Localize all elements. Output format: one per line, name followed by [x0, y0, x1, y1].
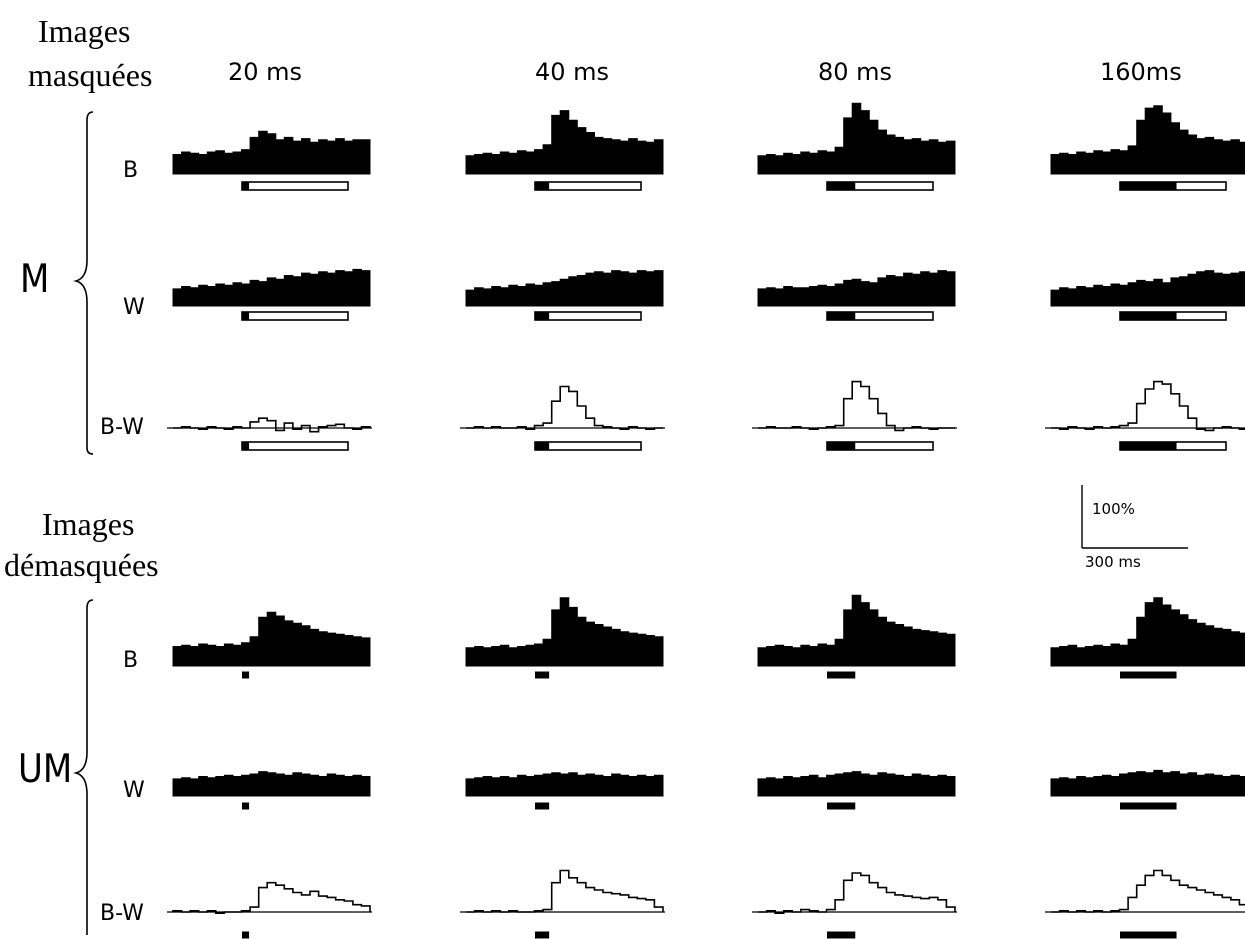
- mask-bar-m-w-40-ms: [534, 311, 642, 321]
- stimulus-bar-m-b-20-ms: [242, 182, 250, 190]
- stimulus-bar-m-b-40-ms: [535, 182, 550, 190]
- condition-header-20ms: 20 ms: [228, 58, 302, 86]
- histogram-um-w-80-ms: [757, 771, 956, 797]
- brace-unmasked: [72, 599, 94, 935]
- scale-bar-y-label: 100%: [1092, 500, 1135, 518]
- stimulus-bar-um-b-w-80-ms: [827, 931, 856, 939]
- histogram-panels: [167, 102, 1245, 939]
- histogram-um-b-w-20-ms: [172, 881, 371, 914]
- stimulus-bar-m-b-w-20-ms: [242, 442, 250, 450]
- stimulus-bar-m-b-w-40-ms: [535, 442, 550, 450]
- histogram-m-w-20-ms: [172, 268, 371, 307]
- histogram-m-b-w-40-ms: [466, 385, 663, 430]
- histogram-um-b-160ms: [1050, 597, 1245, 667]
- histogram-um-w-20-ms: [172, 771, 371, 797]
- section-label-masked-line1: Images: [38, 13, 130, 49]
- histogram-m-w-160ms: [1050, 270, 1245, 307]
- condition-header-160ms: 160ms: [1100, 58, 1182, 86]
- stimulus-bar-m-w-80-ms: [827, 312, 856, 320]
- stimulus-bar-um-b-40-ms: [535, 671, 550, 679]
- histogram-m-b-40-ms: [465, 110, 664, 175]
- stimulus-bar-um-b-20-ms: [242, 671, 250, 679]
- stimulus-bar-um-b-w-40-ms: [535, 931, 550, 939]
- histogram-m-b-160ms: [1050, 105, 1245, 175]
- stimulus-bar-um-b-w-160ms: [1120, 931, 1177, 939]
- stimulus-bar-um-w-80-ms: [827, 802, 856, 810]
- mask-bar-m-b-w-20-ms: [241, 441, 349, 451]
- stimulus-bar-um-w-20-ms: [242, 802, 250, 810]
- scale-bar-x-label: 300 ms: [1085, 553, 1141, 571]
- row-label-unmasked-bw: B-W: [100, 901, 144, 926]
- histogram-m-b-80-ms: [757, 102, 956, 175]
- stimulus-bar-um-b-80-ms: [827, 671, 856, 679]
- stimulus-bar-um-w-160ms: [1120, 802, 1177, 810]
- histogram-um-b-80-ms: [757, 594, 956, 667]
- group-label-masked: M: [20, 256, 49, 302]
- histogram-um-b-40-ms: [465, 597, 664, 667]
- scale-bar: 100% 300 ms: [1081, 485, 1188, 571]
- mask-bar-m-w-20-ms: [241, 311, 349, 321]
- stimulus-bar-m-b-w-80-ms: [827, 442, 856, 450]
- stimulus-bar-um-b-w-20-ms: [242, 931, 250, 939]
- histogram-m-w-80-ms: [757, 270, 956, 307]
- stimulus-bar-m-w-20-ms: [242, 312, 250, 320]
- section-label-unmasked-line2: démasquées: [4, 547, 159, 583]
- row-label-unmasked-w: W: [123, 778, 145, 803]
- histogram-m-b-w-20-ms: [173, 417, 371, 433]
- histogram-um-w-160ms: [1050, 769, 1245, 797]
- section-label-masked-line2: masquées: [28, 57, 152, 93]
- stimulus-bar-um-b-160ms: [1120, 671, 1177, 679]
- stimulus-bar-um-w-40-ms: [535, 802, 550, 810]
- condition-header-40ms: 40 ms: [535, 58, 609, 86]
- stimulus-bar-m-w-160ms: [1120, 312, 1177, 320]
- histogram-m-b-w-160ms: [1051, 380, 1245, 432]
- stimulus-bar-m-w-40-ms: [535, 312, 550, 320]
- mask-bar-m-b-w-40-ms: [534, 441, 642, 451]
- histogram-m-b-20-ms: [172, 130, 371, 175]
- histogram-m-b-w-80-ms: [758, 380, 955, 432]
- row-label-unmasked-b: B: [123, 648, 138, 673]
- row-label-masked-w: W: [123, 295, 145, 320]
- group-label-unmasked: UM: [18, 746, 72, 792]
- brace-masked: [72, 111, 94, 455]
- histogram-um-b-20-ms: [172, 611, 371, 667]
- histogram-um-w-40-ms: [465, 772, 664, 797]
- mask-bar-m-b-40-ms: [534, 181, 642, 191]
- stimulus-bar-m-b-160ms: [1120, 182, 1177, 190]
- stimulus-bar-m-b-80-ms: [827, 182, 856, 190]
- histogram-m-w-40-ms: [465, 270, 664, 307]
- row-label-masked-b: B: [123, 158, 138, 183]
- row-label-masked-bw: B-W: [100, 415, 144, 440]
- histogram-um-b-w-40-ms: [466, 869, 664, 913]
- histogram-um-b-w-160ms: [1051, 869, 1245, 913]
- stimulus-bar-m-b-w-160ms: [1120, 442, 1177, 450]
- condition-header-80ms: 80 ms: [818, 58, 892, 86]
- mask-bar-m-b-20-ms: [241, 181, 349, 191]
- histogram-um-b-w-80-ms: [758, 872, 956, 914]
- section-label-unmasked-line1: Images: [42, 506, 134, 542]
